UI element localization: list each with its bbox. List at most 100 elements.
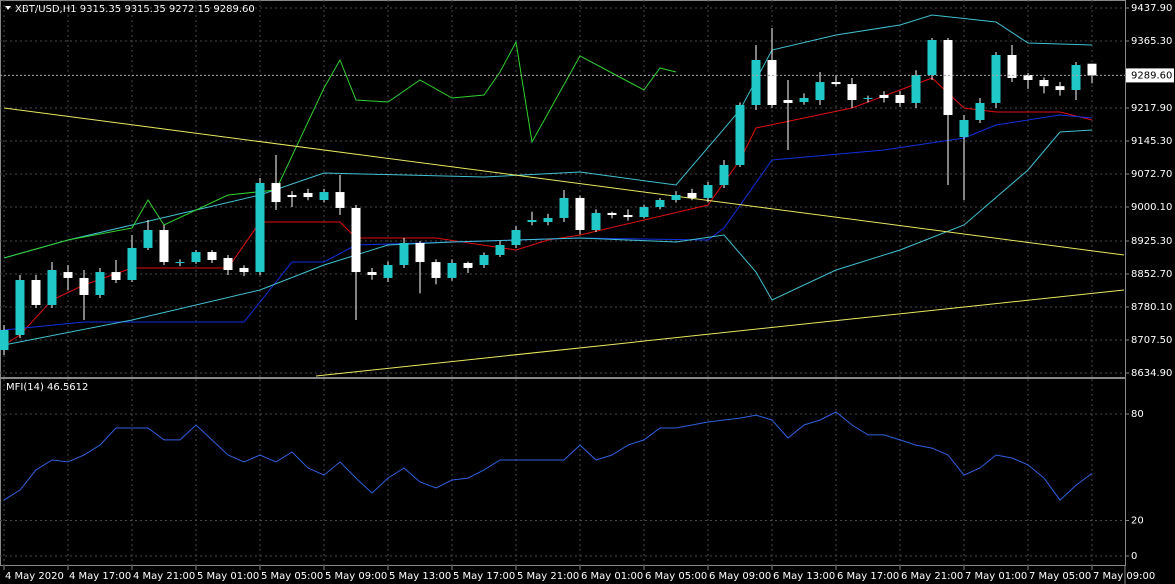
candle-body <box>207 252 217 260</box>
x-tick-label: 6 May 21:00 <box>901 571 963 582</box>
candle-body <box>191 252 201 263</box>
candle-body <box>575 197 585 230</box>
candle-body <box>735 105 745 165</box>
candle-body <box>1039 80 1049 87</box>
candle-body <box>159 230 169 263</box>
x-tick-label: 6 May 05:00 <box>645 571 707 582</box>
indicator-line <box>3 107 1125 256</box>
x-tick-label: 5 May 05:00 <box>261 571 323 582</box>
y-tick-label: 9000.10 <box>1131 202 1172 213</box>
x-tick-label: 6 May 17:00 <box>837 571 899 582</box>
candle-body <box>767 60 777 105</box>
candle-body <box>815 82 825 100</box>
indicator-line <box>3 129 1093 346</box>
x-tick-label: 5 May 01:00 <box>197 571 259 582</box>
candle-body <box>703 185 713 198</box>
candle-body <box>399 242 409 265</box>
indicator-line <box>3 77 1093 346</box>
y-tick-label: 9437.90 <box>1131 3 1172 14</box>
x-tick-label: 7 May 05:00 <box>1029 571 1091 582</box>
candle-body <box>223 257 233 270</box>
last-price-label: 9289.60 <box>1131 70 1172 81</box>
x-tick-label: 4 May 2020 <box>5 571 64 582</box>
candle-body <box>463 262 473 268</box>
x-tick-label: 7 May 01:00 <box>965 571 1027 582</box>
y-tick-label: 8852.70 <box>1131 269 1172 280</box>
x-tick-label: 7 May 09:00 <box>1093 571 1155 582</box>
candle-body <box>623 215 633 218</box>
indicator-line <box>315 289 1125 377</box>
candle-body <box>607 212 617 215</box>
candle-body <box>1055 86 1065 90</box>
mfi-line <box>3 411 1093 501</box>
candle-body <box>1087 63 1097 76</box>
indicator-line <box>3 40 677 259</box>
candle-body <box>975 102 985 120</box>
last-price-box <box>1126 68 1174 83</box>
candle-body <box>255 182 265 273</box>
indicator-line <box>3 114 1093 331</box>
y-tick-label: 9217.90 <box>1131 103 1172 114</box>
candle-body <box>335 192 345 208</box>
candle-body <box>415 242 425 263</box>
candle-body <box>959 120 969 138</box>
mfi-frame <box>0 378 1126 566</box>
y-tick-label: 80 <box>1131 409 1144 420</box>
candle-body <box>303 192 313 198</box>
main-frame <box>0 0 1126 378</box>
candle-body <box>431 262 441 278</box>
candle-body <box>895 95 905 103</box>
candle-body <box>1071 65 1081 90</box>
candle-body <box>751 60 761 105</box>
y-tick-label: 8925.30 <box>1131 236 1172 247</box>
candle-body <box>879 95 889 98</box>
chart-title: XBT/USD,H1 9315.35 9315.35 9272.15 9289.… <box>15 4 255 15</box>
candle-body <box>95 272 105 295</box>
y-tick-label: 20 <box>1131 516 1144 527</box>
y-tick-label: 0 <box>1131 551 1137 562</box>
y-tick-label: 9145.30 <box>1131 136 1172 147</box>
x-tick-label: 5 May 09:00 <box>325 571 387 582</box>
mfi-title: MFI(14) 46.5612 <box>6 382 88 393</box>
candle-body <box>1023 75 1033 80</box>
candle-body <box>47 270 57 305</box>
candle-body <box>1007 55 1017 78</box>
candle-body <box>687 192 697 198</box>
candle-body <box>527 220 537 223</box>
candle-body <box>831 82 841 85</box>
candle-body <box>367 272 377 275</box>
x-tick-label: 5 May 21:00 <box>517 571 579 582</box>
candle-body <box>239 267 249 273</box>
candle-body <box>671 195 681 200</box>
candle-body <box>127 247 137 280</box>
candle-body <box>143 230 153 248</box>
x-tick-label: 5 May 13:00 <box>389 571 451 582</box>
candle-body <box>15 280 25 335</box>
candle-body <box>351 207 361 273</box>
candle-body <box>447 262 457 278</box>
y-tick-label: 8780.10 <box>1131 302 1172 313</box>
candle-body <box>911 75 921 103</box>
candle-body <box>111 272 121 280</box>
indicator-line <box>3 14 1093 259</box>
candle-body <box>511 230 521 245</box>
y-tick-label: 9365.30 <box>1131 36 1172 47</box>
candle-body <box>639 207 649 218</box>
x-tick-label: 4 May 21:00 <box>133 571 195 582</box>
candle-body <box>783 100 793 103</box>
candle-body <box>655 200 665 208</box>
candle-body <box>543 217 553 223</box>
y-tick-label: 8707.50 <box>1131 335 1172 346</box>
x-tick-label: 6 May 09:00 <box>709 571 771 582</box>
x-tick-label: 5 May 17:00 <box>453 571 515 582</box>
candle-body <box>719 165 729 185</box>
candle-body <box>943 40 953 115</box>
candle-body <box>559 197 569 218</box>
candle-body <box>31 280 41 305</box>
candle-body <box>847 84 857 100</box>
candle-body <box>271 182 281 203</box>
candle-body <box>591 212 601 230</box>
candle-body <box>863 97 873 99</box>
